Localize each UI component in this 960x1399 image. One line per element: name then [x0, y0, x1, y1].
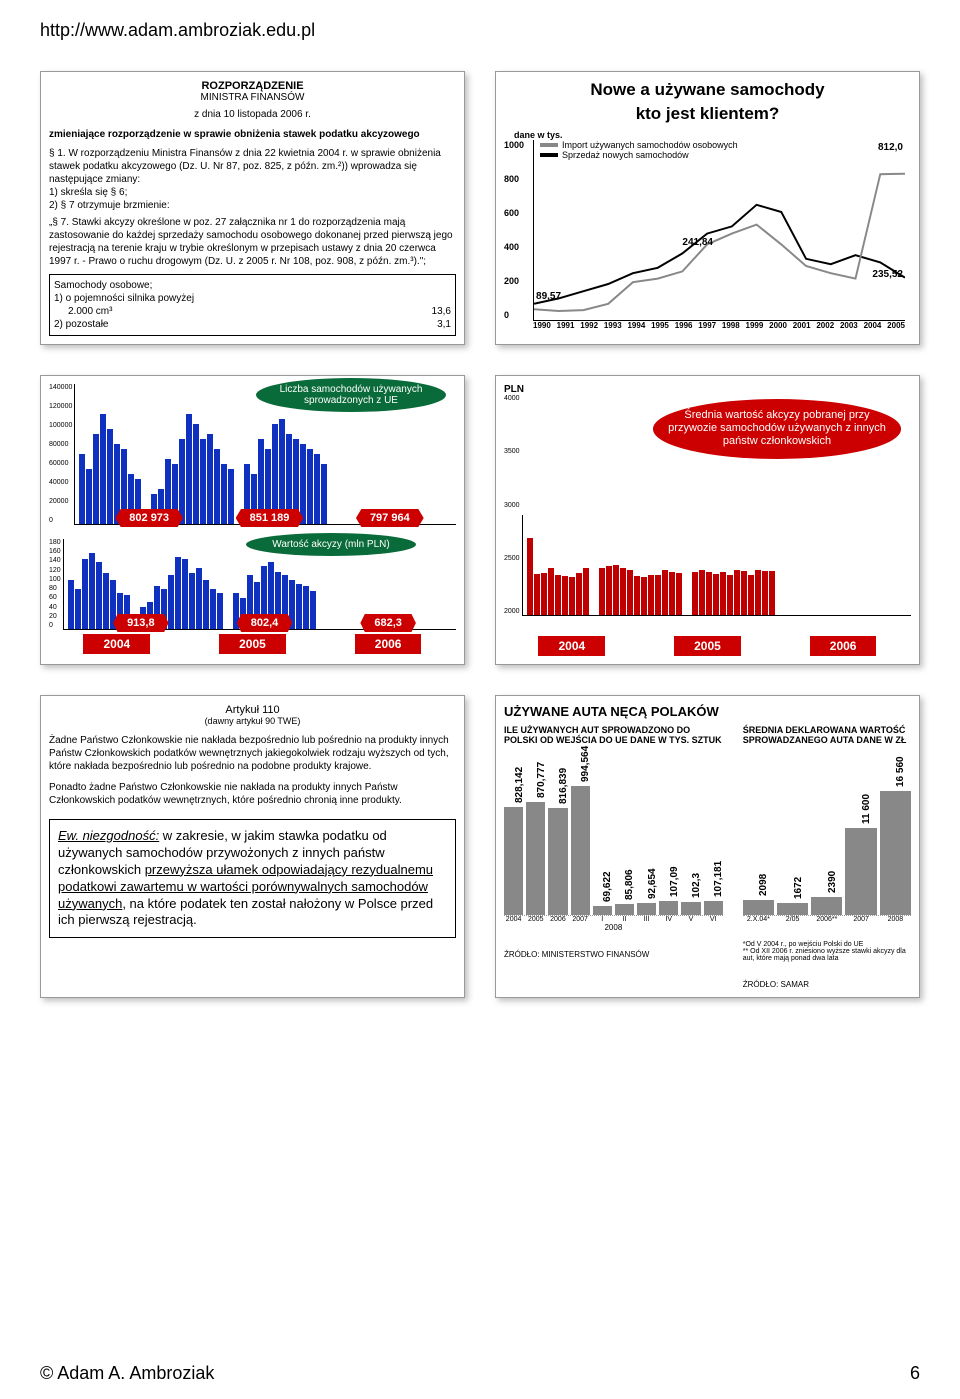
- page-footer: © Adam A. Ambroziak 6: [40, 1363, 920, 1384]
- oval-red: Średnia wartość akcyzy pobranej przy prz…: [653, 399, 901, 459]
- box-cm: 2.000 cm³: [68, 305, 112, 318]
- legend2: Sprzedaż nowych samochodów: [540, 150, 738, 160]
- arrow-bot-2: 802,4: [237, 614, 293, 632]
- source2: ŹRÓDŁO: SAMAR: [743, 980, 911, 989]
- pln-label: PLN: [504, 384, 911, 395]
- gray-chart-2: 20981672239011 60016 560: [743, 785, 911, 916]
- col1-mid: 2008: [504, 923, 723, 932]
- panel-infographic: UŻYWANE AUTA NĘCĄ POLAKÓW ILE UŻYWANYCH …: [495, 695, 920, 998]
- box-val1: 13,6: [432, 305, 451, 318]
- year-l3: 2006: [355, 634, 422, 654]
- ybot-axis: 020406080100120140160180: [49, 539, 63, 629]
- ew-title: Ew. niezgodność:: [58, 828, 159, 843]
- panel-line-chart: Nowe a używane samochody kto jest klient…: [495, 71, 920, 345]
- val-mid: 241,84: [682, 237, 713, 248]
- y-axis-right: 20002500300035004000: [504, 395, 522, 615]
- art-title: Artykuł 110: [49, 704, 456, 716]
- panel-bars-right: PLN 20002500300035004000 Średnia wartość…: [495, 375, 920, 665]
- arrow-bot-1: 913,8: [113, 614, 169, 632]
- ew-box: Ew. niezgodność: w zakresie, w jakim sta…: [49, 819, 456, 938]
- ylabel: dane w tys.: [514, 130, 911, 140]
- oval-bot: Wartość akcyzy (mln PLN): [246, 533, 416, 556]
- reg-body1: zmieniające rozporządzenie w sprawie obn…: [49, 128, 456, 141]
- panel-regulation: ROZPORZĄDZENIE MINISTRA FINANSÓW z dnia …: [40, 71, 465, 345]
- gray-chart-1: 828,142870,777816,839994,56469,62285,806…: [504, 785, 723, 916]
- row-1: ROZPORZĄDZENIE MINISTRA FINANSÓW z dnia …: [40, 71, 920, 345]
- art-sub: (dawny artykuł 90 TWE): [49, 716, 456, 726]
- note2: ** Od XII 2006 r. zniesiono wyższe stawk…: [743, 948, 911, 962]
- footer-left: © Adam A. Ambroziak: [40, 1363, 214, 1384]
- info-col2: ŚREDNIA DEKLAROWANA WARTOŚĆ SPROWADZANEG…: [743, 725, 911, 989]
- reg-box: Samochody osobowe; 1) o pojemności silni…: [49, 274, 456, 336]
- reg-subtitle: MINISTRA FINANSÓW: [49, 92, 456, 103]
- oval-top: Liczba samochodów używanych sprowadzonyc…: [256, 378, 446, 412]
- art-p1: Żadne Państwo Członkowskie nie nakłada b…: [49, 734, 456, 773]
- reg-quote: „§ 7. Stawki akcyzy określone w poz. 27 …: [49, 216, 456, 268]
- year-l1: 2004: [83, 634, 150, 654]
- legend1: Import używanych samochodów osobowych: [540, 140, 738, 150]
- val-left: 89,57: [536, 291, 561, 302]
- note1: *Od V 2004 r., po wejściu Polski do UE: [743, 941, 911, 948]
- col1-head: ILE UŻYWANYCH AUT SPROWADZONO DO POLSKI …: [504, 725, 723, 745]
- arrow-top-1: 802 973: [115, 509, 183, 527]
- footer-right: 6: [910, 1363, 920, 1384]
- art-p2: Ponadto żadne Państwo Członkowskie nie n…: [49, 781, 456, 807]
- panel-bars-left: 020000400006000080000100000120000140000 …: [40, 375, 465, 665]
- reg-list2: 2) § 7 otrzymuje brzmienie:: [49, 199, 456, 212]
- year-row-left: 2004 2005 2006: [49, 634, 456, 654]
- arrow-top-3: 797 964: [356, 509, 424, 527]
- line-xlabels: 1990199119921993199419951996199719981999…: [533, 321, 905, 330]
- year-r3: 2006: [810, 636, 877, 656]
- reg-body2: § 1. W rozporządzeniu Ministra Finansów …: [49, 147, 456, 186]
- bars-right: [522, 515, 911, 616]
- gray-x1: 2004200520062007IIIIIIIVVVI: [504, 916, 723, 923]
- info-title: UŻYWANE AUTA NĘCĄ POLAKÓW: [504, 704, 911, 719]
- line-svg: [534, 140, 905, 320]
- box-val2: 3,1: [437, 318, 451, 331]
- arrow-bot-3: 682,3: [360, 614, 416, 632]
- y-axis: 02004006008001000: [504, 140, 527, 320]
- info-col1: ILE UŻYWANYCH AUT SPROWADZONO DO POLSKI …: [504, 725, 723, 989]
- arrow-top-2: 851 189: [236, 509, 304, 527]
- box-2: 2) pozostałe: [54, 318, 108, 331]
- year-r2: 2005: [674, 636, 741, 656]
- year-l2: 2005: [219, 634, 286, 654]
- row-3: Artykuł 110 (dawny artykuł 90 TWE) Żadne…: [40, 695, 920, 998]
- box-1: 1) o pojemności silnika powyżej: [54, 292, 194, 305]
- url-header: http://www.adam.ambroziak.edu.pl: [40, 20, 920, 41]
- source1: ŹRÓDŁO: MINISTERSTWO FINANSÓW: [504, 950, 723, 959]
- year-row-right: 2004 2005 2006: [504, 636, 911, 656]
- reg-date: z dnia 10 listopada 2006 r.: [49, 109, 456, 120]
- panel-article: Artykuł 110 (dawny artykuł 90 TWE) Żadne…: [40, 695, 465, 998]
- ytop-axis: 020000400006000080000100000120000140000: [49, 384, 74, 524]
- box-head: Samochody osobowe;: [54, 279, 451, 292]
- val-r1: 235,52: [872, 269, 903, 280]
- val-r2: 812,0: [878, 142, 903, 153]
- line-title1: Nowe a używane samochody: [504, 80, 911, 100]
- line-title2: kto jest klientem?: [504, 104, 911, 124]
- reg-title: ROZPORZĄDZENIE: [49, 80, 456, 92]
- gray-x2: 2.X.04*2/052006**20072008: [743, 916, 911, 923]
- year-r1: 2004: [538, 636, 605, 656]
- col2-head: ŚREDNIA DEKLAROWANA WARTOŚĆ SPROWADZANEG…: [743, 725, 911, 745]
- row-2: 020000400006000080000100000120000140000 …: [40, 375, 920, 665]
- reg-list1: 1) skreśla się § 6;: [49, 186, 456, 199]
- line-chart-area: Import używanych samochodów osobowych Sp…: [533, 140, 905, 321]
